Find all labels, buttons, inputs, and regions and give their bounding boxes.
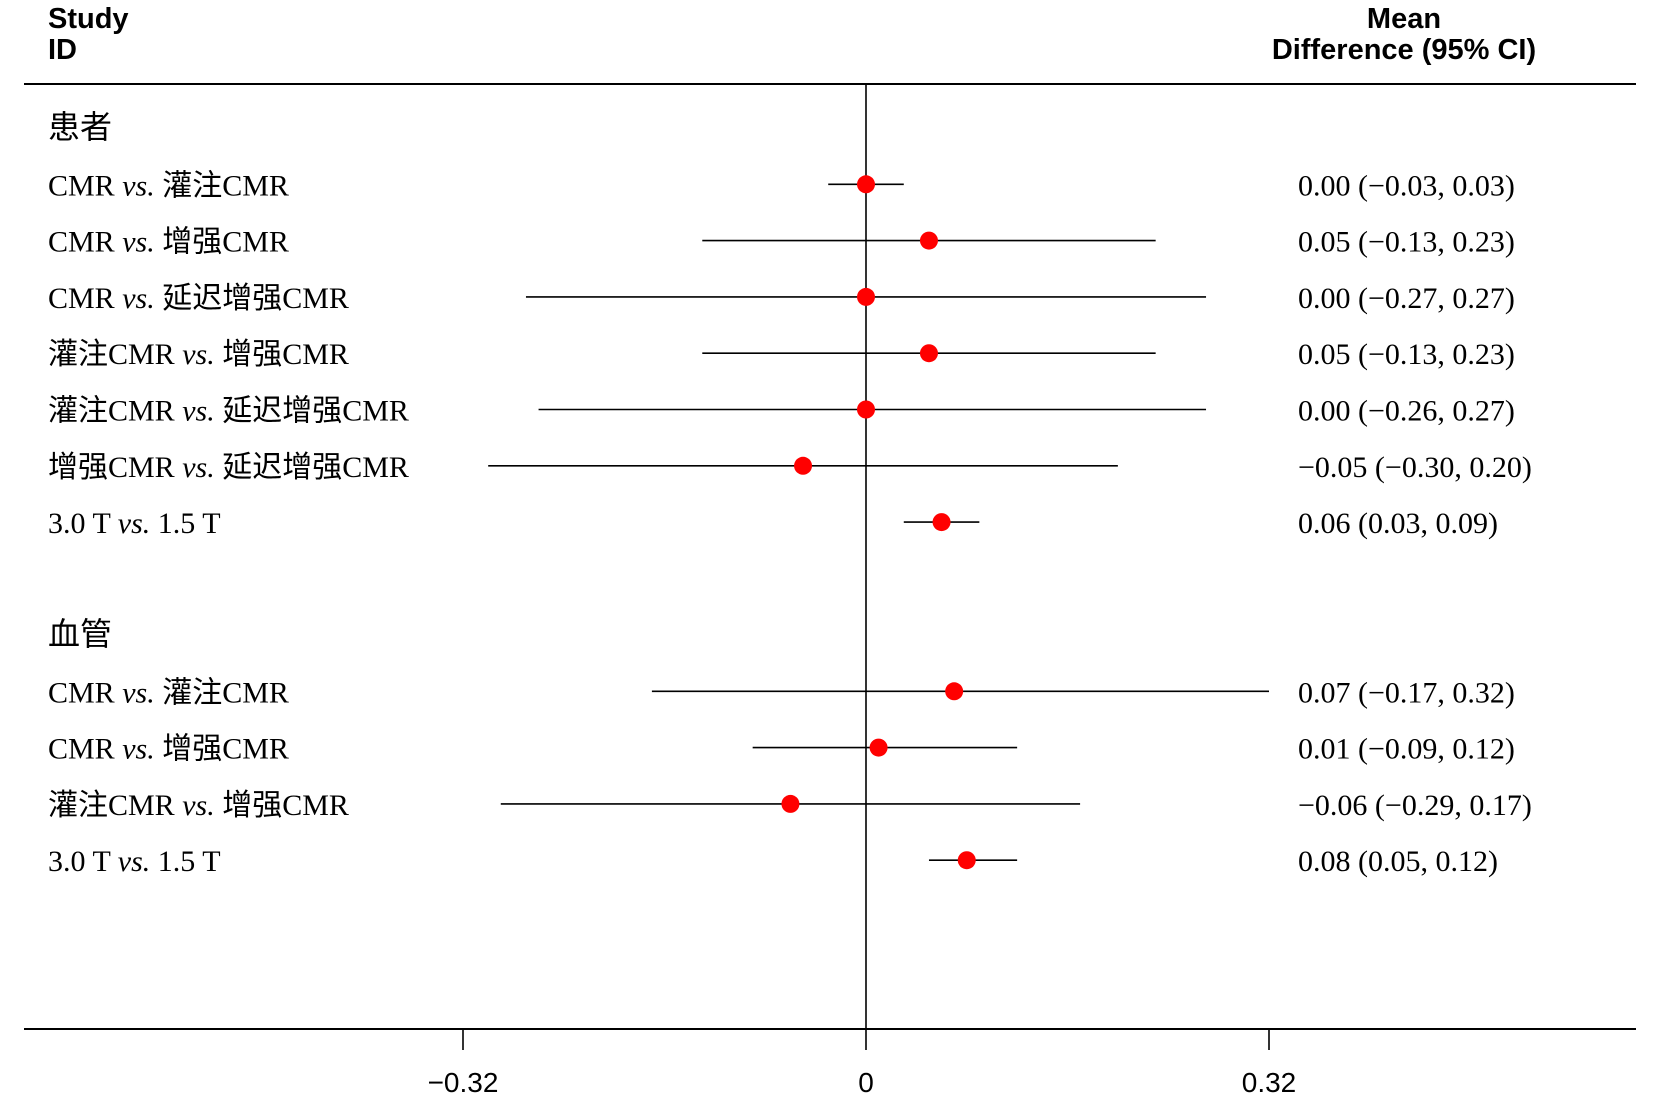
ci-text: 0.00 (−0.27, 0.27)	[1298, 282, 1515, 315]
ci-text: 0.05 (−0.13, 0.23)	[1298, 226, 1515, 259]
point-estimate	[919, 344, 938, 363]
study-label: 灌注CMR vs. 增强CMR	[48, 338, 349, 371]
point-estimate	[919, 231, 938, 250]
group-label: 患者	[48, 109, 112, 145]
ci-text: 0.08 (0.05, 0.12)	[1298, 845, 1498, 878]
ci-text: 0.00 (−0.03, 0.03)	[1298, 169, 1515, 202]
point-estimate	[957, 851, 976, 870]
point-estimate	[945, 682, 964, 701]
study-label: CMR vs. 增强CMR	[48, 733, 289, 766]
ci-text: 0.05 (−0.13, 0.23)	[1298, 338, 1515, 371]
ci-text: 0.07 (−0.17, 0.32)	[1298, 676, 1515, 709]
study-label: 灌注CMR vs. 增强CMR	[48, 789, 349, 822]
ci-text: −0.05 (−0.30, 0.20)	[1298, 451, 1532, 484]
study-label: 增强CMR vs. 延迟增强CMR	[48, 451, 409, 484]
group-label: 血管	[48, 616, 112, 652]
study-label: CMR vs. 灌注CMR	[48, 676, 289, 709]
header-study: Study	[48, 3, 129, 35]
study-label: CMR vs. 增强CMR	[48, 226, 289, 259]
study-label: CMR vs. 灌注CMR	[48, 169, 289, 202]
header-difference-ci: Difference (95% CI)	[1272, 34, 1536, 66]
point-estimate	[794, 456, 813, 475]
point-estimate	[857, 400, 875, 419]
ci-text: 0.01 (−0.09, 0.12)	[1298, 733, 1515, 766]
study-label: 灌注CMR vs. 延迟增强CMR	[48, 395, 409, 428]
study-label: CMR vs. 延迟增强CMR	[48, 282, 349, 315]
ci-text: −0.06 (−0.29, 0.17)	[1298, 789, 1532, 822]
point-estimate	[781, 794, 800, 813]
header-mean: Mean	[1367, 3, 1441, 35]
study-label: 3.0 T vs. 1.5 T	[48, 507, 221, 540]
point-estimate	[857, 175, 875, 194]
study-label: 3.0 T vs. 1.5 T	[48, 845, 221, 878]
point-estimate	[857, 287, 875, 306]
x-tick-label: 0	[858, 1067, 874, 1098]
x-axis-ticks: −0.32 0 0.32	[428, 1029, 1297, 1098]
ci-text: 0.06 (0.03, 0.09)	[1298, 507, 1498, 540]
study-rows: 患者 CMR vs. 灌注CMR 0.00 (−0.03, 0.03) CMR vs.…	[48, 109, 1532, 878]
x-tick-label: 0.32	[1242, 1067, 1297, 1098]
x-tick-label: −0.32	[428, 1067, 499, 1098]
point-estimate	[932, 513, 951, 532]
point-estimate	[869, 738, 888, 757]
ci-text: 0.00 (−0.26, 0.27)	[1298, 395, 1515, 428]
header-id: ID	[48, 34, 77, 66]
